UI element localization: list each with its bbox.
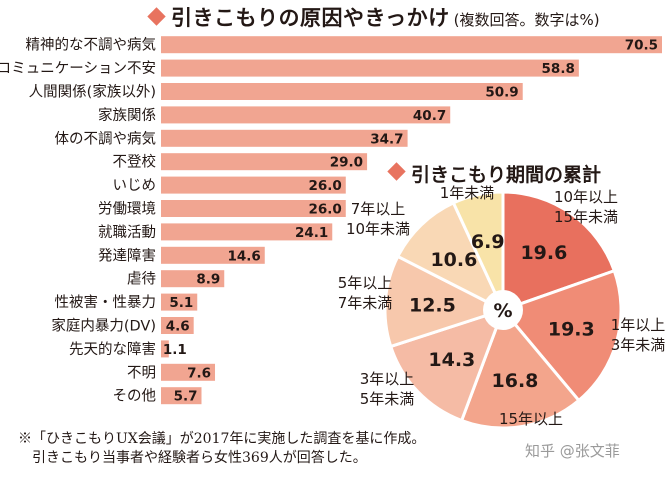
value-label: 8.9 — [196, 272, 220, 288]
bar — [161, 340, 169, 358]
slice-value-label: 12.5 — [409, 294, 456, 316]
bar — [161, 83, 523, 100]
category-label: いじめ — [113, 177, 157, 194]
category-label: 不明 — [127, 365, 156, 381]
slice-category-label: 1年未満 — [440, 184, 495, 202]
bar — [161, 387, 202, 405]
pie-chart-title: 引きこもり期間の累計 — [411, 164, 602, 186]
bar — [161, 36, 662, 54]
pie-slice — [500, 268, 623, 403]
bar-chart-header: 引きこもりの原因やきっかけ (複数回答。数字は%) — [147, 2, 600, 32]
category-label: 家庭内暴力(DV) — [51, 318, 156, 335]
bar — [161, 317, 194, 334]
slice-category-label: 15年未満 — [554, 208, 618, 226]
cause-bar-chart: 精神的な不調や病気 70.5 コミュニケーション不安 58.8 人間関係(家族以外) 50… — [0, 36, 662, 405]
bar — [161, 129, 408, 147]
pie-center-hole — [483, 290, 523, 330]
slice-category-label: 3年未満 — [611, 336, 666, 354]
footnote: ※「ひきこもりUX会議」が2017年に実施した調査を基に作成。 引きこもり当事者… — [18, 430, 425, 468]
category-label: 人間関係(家族以外) — [29, 84, 156, 101]
category-label: 精神的な不調や病気 — [26, 37, 157, 54]
value-label: 26.0 — [308, 202, 341, 218]
bar-chart-title: 引きこもりの原因やきっかけ — [171, 6, 450, 30]
category-label: 家族関係 — [98, 107, 156, 124]
diamond-bullet-icon — [147, 7, 166, 26]
pie-slice — [383, 254, 507, 349]
value-label: 1.1 — [163, 342, 187, 358]
category-label: 就職活動 — [98, 224, 156, 241]
slice-value-label: 16.8 — [492, 370, 539, 392]
bar — [161, 153, 368, 171]
slice-category-label: 7年未満 — [338, 294, 393, 312]
value-label: 5.7 — [174, 389, 198, 405]
period-pie-chart: 19.6 10年以上 15年未満 19.3 1年以上 3年未満 16.8 15年以上 14.3 3… — [338, 184, 666, 430]
category-label: その他 — [113, 388, 157, 405]
slice-category-label: 1年以上 — [611, 316, 666, 334]
value-label: 4.6 — [166, 319, 190, 335]
slice-category-label: 15年以上 — [499, 410, 563, 428]
slice-value-label: 10.6 — [430, 249, 477, 271]
bar — [161, 363, 216, 381]
bar — [161, 59, 579, 77]
bar — [161, 176, 346, 194]
slice-category-label: 3年以上 — [360, 370, 415, 388]
bar — [161, 223, 333, 241]
bar — [161, 293, 198, 311]
category-label: 虐待 — [127, 271, 156, 288]
bar — [161, 246, 265, 264]
pie-slice — [451, 190, 505, 311]
value-label: 14.6 — [227, 248, 260, 264]
category-label: 先天的な障害 — [69, 340, 156, 358]
pie-chart-header: 引きこもり期間の累計 — [387, 160, 602, 187]
bar — [161, 106, 451, 124]
footnote-line: 引きこもり当事者や経験者ら女性369人が回答した。 — [32, 450, 367, 466]
value-label: 29.0 — [330, 155, 363, 171]
slice-category-label: 10年未満 — [346, 220, 410, 238]
value-label: 58.8 — [542, 61, 575, 77]
slice-category-label: 7年以上 — [351, 200, 406, 218]
slice-category-label: 5年以上 — [338, 274, 393, 292]
value-label: 7.6 — [187, 365, 211, 381]
slice-value-label: 19.6 — [520, 242, 567, 264]
value-label: 24.1 — [295, 225, 328, 241]
pie-slice — [459, 307, 581, 430]
category-label: 性被害・性暴力 — [55, 294, 157, 311]
value-label: 5.1 — [169, 295, 193, 311]
slice-category-label: 5年未満 — [360, 390, 415, 408]
bar-chart-subtitle: (複数回答。数字は%) — [453, 11, 600, 29]
slice-value-label: 14.3 — [428, 349, 475, 371]
footnote-line: ※「ひきこもりUX会議」が2017年に実施した調査を基に作成。 — [18, 431, 426, 447]
watermark: 知乎 @张文菲 — [525, 442, 620, 460]
slice-category-label: 10年以上 — [554, 188, 618, 206]
bar — [161, 270, 225, 288]
slice-value-label: 6.9 — [471, 231, 505, 253]
category-label: 不登校 — [113, 154, 157, 171]
value-label: 40.7 — [413, 108, 446, 124]
slice-value-label: 19.3 — [548, 319, 595, 341]
value-label: 34.7 — [370, 131, 403, 147]
category-label: 労働環境 — [98, 200, 156, 218]
value-label: 50.9 — [485, 85, 518, 101]
pie-slice — [395, 200, 507, 314]
value-label: 26.0 — [308, 178, 341, 194]
category-label: 体の不調や病気 — [55, 130, 157, 147]
bar — [161, 200, 346, 217]
category-label: コミュニケーション不安 — [0, 60, 156, 77]
value-label: 70.5 — [625, 38, 658, 54]
diamond-bullet-icon — [387, 162, 406, 181]
pie-center-label: % — [493, 300, 512, 322]
category-label: 発達障害 — [98, 246, 156, 264]
